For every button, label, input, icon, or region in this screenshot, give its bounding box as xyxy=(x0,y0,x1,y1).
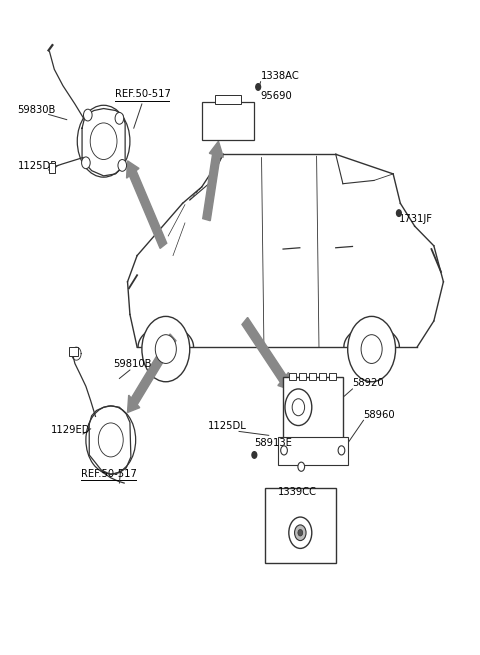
Circle shape xyxy=(256,84,261,90)
Circle shape xyxy=(348,316,396,382)
Bar xyxy=(283,377,343,439)
Circle shape xyxy=(84,109,92,121)
Circle shape xyxy=(82,157,90,169)
Bar xyxy=(215,96,241,104)
Text: 1125DL: 1125DL xyxy=(207,421,246,432)
Circle shape xyxy=(295,525,306,540)
Text: 59810B: 59810B xyxy=(113,359,152,369)
Circle shape xyxy=(298,462,305,472)
Text: REF.50-517: REF.50-517 xyxy=(115,90,170,100)
Circle shape xyxy=(396,210,401,216)
Bar xyxy=(202,102,254,140)
Circle shape xyxy=(115,113,124,124)
Bar xyxy=(319,373,325,380)
Text: 1731JF: 1731JF xyxy=(399,214,433,223)
Circle shape xyxy=(289,517,312,548)
Text: 1125DB: 1125DB xyxy=(17,161,58,172)
Circle shape xyxy=(118,160,127,172)
Text: 58920: 58920 xyxy=(352,379,384,388)
Circle shape xyxy=(98,423,123,457)
Circle shape xyxy=(77,105,130,177)
FancyArrow shape xyxy=(128,334,176,413)
Bar xyxy=(265,487,336,563)
Circle shape xyxy=(298,529,303,536)
Bar xyxy=(310,373,316,380)
Circle shape xyxy=(361,335,382,364)
Bar xyxy=(299,373,306,380)
Text: 95690: 95690 xyxy=(261,91,292,101)
Circle shape xyxy=(292,399,305,416)
FancyArrow shape xyxy=(203,141,223,221)
Bar xyxy=(289,373,296,380)
Circle shape xyxy=(90,123,117,160)
Bar xyxy=(69,347,78,356)
Text: 1338AC: 1338AC xyxy=(261,71,300,81)
Bar xyxy=(278,438,348,465)
Text: REF.50-517: REF.50-517 xyxy=(81,468,137,479)
FancyArrow shape xyxy=(127,161,167,248)
Circle shape xyxy=(142,316,190,382)
Bar xyxy=(329,373,336,380)
Text: 1339CC: 1339CC xyxy=(278,487,317,497)
Text: 59830B: 59830B xyxy=(17,105,56,115)
Circle shape xyxy=(281,446,288,455)
Circle shape xyxy=(285,389,312,426)
Circle shape xyxy=(338,446,345,455)
Text: 58913E: 58913E xyxy=(254,438,292,449)
Circle shape xyxy=(156,335,176,364)
Text: 58960: 58960 xyxy=(363,409,395,420)
FancyArrow shape xyxy=(242,318,290,390)
Circle shape xyxy=(86,406,136,474)
Bar xyxy=(48,163,55,174)
Text: 1129ED: 1129ED xyxy=(51,425,90,436)
Circle shape xyxy=(252,452,257,458)
